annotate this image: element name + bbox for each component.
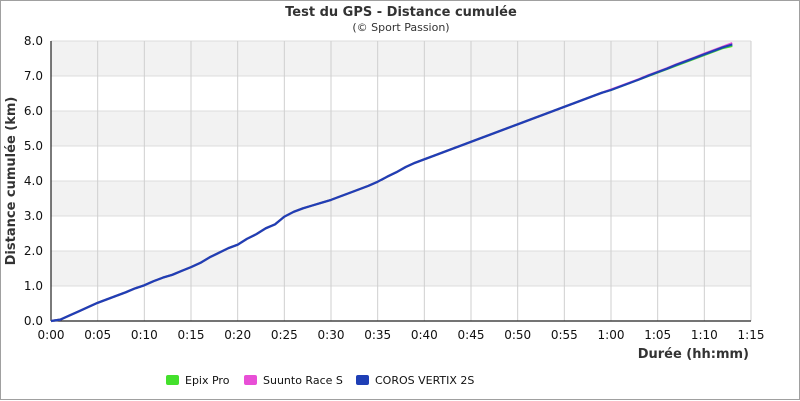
- plot-band: [51, 41, 751, 76]
- plot-band: [51, 76, 751, 111]
- plot-band: [51, 111, 751, 146]
- x-tick-label: 1:10: [691, 328, 718, 342]
- x-tick-label: 0:10: [131, 328, 158, 342]
- x-tick-label: 1:05: [644, 328, 671, 342]
- x-tick-label: 0:40: [411, 328, 438, 342]
- x-tick-label: 0:50: [504, 328, 531, 342]
- y-tick-label: 6.0: [24, 104, 43, 118]
- x-tick-label: 0:20: [224, 328, 251, 342]
- legend-swatch: [244, 375, 257, 385]
- y-tick-label: 3.0: [24, 209, 43, 223]
- y-tick-label: 2.0: [24, 244, 43, 258]
- x-tick-label: 1:00: [598, 328, 625, 342]
- legend-swatch: [356, 375, 369, 385]
- x-axis-label: Durée (hh:mm): [638, 347, 749, 362]
- chart-title: Test du GPS - Distance cumulée: [285, 5, 517, 20]
- x-tick-label: 0:55: [551, 328, 578, 342]
- x-tick-label: 0:05: [84, 328, 111, 342]
- series-lines: [50, 42, 733, 323]
- plot-band: [51, 286, 751, 321]
- plot-bands: [51, 41, 751, 321]
- plot-band: [51, 181, 751, 216]
- x-tick-label: 0:45: [458, 328, 485, 342]
- tick-labels: 0.0 1.0 2.0 3.0 4.0 5.0 6.0 7.0 8.0 0:00 0:05 0:10 0…: [24, 34, 765, 342]
- y-tick-label: 0.0: [24, 314, 43, 328]
- legend: Epix Pro Suunto Race S COROS VERTIX 2S: [166, 374, 474, 387]
- legend-label: COROS VERTIX 2S: [375, 374, 474, 387]
- x-tick-label: 0:15: [178, 328, 205, 342]
- legend-label: Suunto Race S: [263, 374, 343, 387]
- axes: [50, 41, 751, 322]
- y-tick-label: 4.0: [24, 174, 43, 188]
- y-tick-label: 1.0: [24, 279, 43, 293]
- plot-band: [51, 146, 751, 181]
- x-tick-label: 0:00: [38, 328, 65, 342]
- chart-subtitle: (© Sport Passion): [352, 21, 449, 34]
- legend-swatch: [166, 375, 179, 385]
- x-tick-label: 0:35: [364, 328, 391, 342]
- plot-band: [51, 216, 751, 251]
- legend-label: Epix Pro: [185, 374, 230, 387]
- plot-band: [51, 251, 751, 286]
- series-line-3: [50, 43, 733, 323]
- y-tick-label: 8.0: [24, 34, 43, 48]
- x-tick-label: 0:25: [271, 328, 298, 342]
- y-tick-label: 7.0: [24, 69, 43, 83]
- y-axis-label: Distance cumulée (km): [4, 97, 19, 266]
- x-tick-label: 1:15: [738, 328, 765, 342]
- x-tick-label: 0:30: [318, 328, 345, 342]
- y-tick-label: 5.0: [24, 139, 43, 153]
